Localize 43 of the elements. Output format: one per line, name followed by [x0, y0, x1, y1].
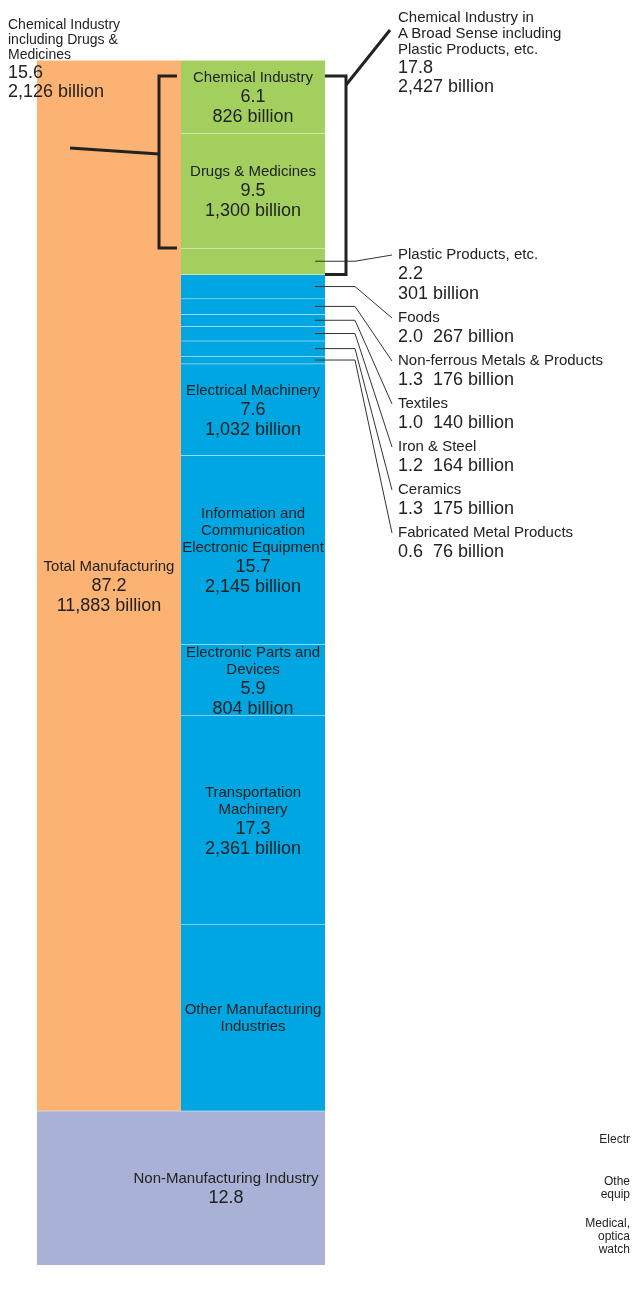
annotation: 11,883 billion	[56, 594, 162, 615]
text: Foods	[398, 308, 440, 325]
series-label: Drugs & Medicines	[190, 162, 316, 180]
annotation: 804 billion	[212, 697, 294, 718]
text: Iron & Steel	[398, 437, 477, 454]
text: Chemical Industry in A Broad Sense including Plastic Products, etc. 17.8 2,427 billion	[398, 8, 562, 96]
text: Fabricated Metal Products	[398, 523, 574, 540]
data-label: 9.5	[240, 180, 266, 201]
text: Electr	[599, 1132, 630, 1146]
text: 0.6 76 billion	[398, 541, 505, 561]
annotation: 2,361 billion	[204, 837, 302, 858]
series-label: Information and Communication Electronic Equipment	[182, 504, 325, 556]
series-label: Chemical Industry	[192, 68, 314, 86]
series-label: Non-Manufacturing Industry	[133, 1169, 320, 1187]
text: Ceramics	[398, 480, 462, 497]
data-label: 5.9	[240, 677, 266, 698]
data-label: 7.6	[240, 398, 266, 419]
text: Textiles	[398, 394, 449, 411]
data-label: 17.3	[235, 817, 271, 838]
series-label: Electronic Parts and Devices	[185, 642, 321, 677]
series-label: Other Manufacturing Industries	[184, 1000, 322, 1035]
data-label: 6.1	[240, 86, 266, 107]
text: 1.2 164 billion	[398, 455, 515, 475]
annotation: 1,032 billion	[204, 418, 302, 439]
text: 1.3 176 billion	[398, 369, 515, 389]
annotation: 2,145 billion	[204, 576, 302, 597]
text: 301 billion	[398, 283, 480, 303]
series-label: Transportation Machinery	[204, 782, 302, 817]
annotation: 826 billion	[212, 106, 294, 127]
annotation: 1,300 billion	[204, 200, 302, 221]
data-label: 12.8	[208, 1187, 244, 1208]
text: 1.0 140 billion	[398, 412, 515, 432]
text: Medical, optica watch	[585, 1216, 631, 1256]
text: Non-ferrous Metals & Products	[398, 351, 604, 368]
data-label: 87.2	[91, 574, 127, 595]
series-label: Electrical Machinery	[185, 380, 321, 398]
series-label: Total Manufacturing	[43, 556, 175, 574]
text: Plastic Products, etc.	[398, 245, 539, 262]
text: Othe equip	[600, 1174, 631, 1201]
text: 1.3 175 billion	[398, 498, 515, 518]
data-label: 15.7	[235, 556, 271, 577]
data-label: 2.2	[398, 263, 424, 283]
text: 2.0 267 billion	[398, 326, 515, 346]
